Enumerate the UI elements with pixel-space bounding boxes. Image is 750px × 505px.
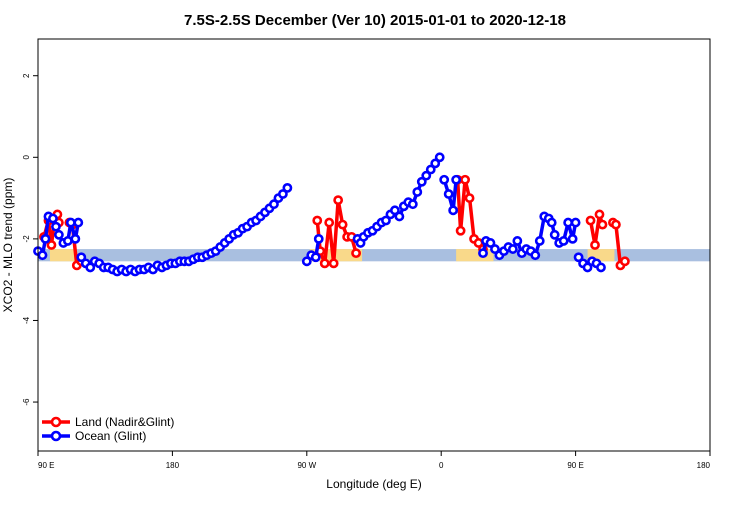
data-point [416,176,427,187]
x-tick-label: 90 W [297,461,316,470]
data-point [597,219,608,230]
series-line [442,179,458,213]
x-axis-label: Longitude (deg E) [326,477,421,491]
data-point [313,233,324,244]
data-point [439,174,450,185]
data-point [582,262,593,273]
x-tick-label: 180 [166,461,180,470]
series-ocean-glint [33,152,606,277]
legend-item-land-nadir-glint: Land (Nadir&Glint) [42,415,174,429]
data-point [590,240,600,250]
data-point [611,219,621,230]
data-point [594,209,605,220]
x-axis: 90 E 180 90 W 0 90 E 180 [37,451,711,470]
data-point [407,199,418,210]
data-point [421,170,432,181]
data-point [570,217,581,228]
y-axis-label: XCO2 - MLO trend (ppm) [1,178,15,313]
series-layer [33,152,630,277]
data-point [443,189,454,199]
x-tick-label: 0 [439,461,444,470]
data-point [328,258,339,269]
data-point [48,213,58,224]
data-point [301,256,312,267]
y-tick-label: -2 [22,235,31,243]
data-point [549,229,560,240]
data-point [337,219,348,230]
data-point [460,174,470,185]
data-point [434,152,445,163]
series-line [588,212,605,247]
data-point [485,238,496,248]
data-point [430,158,441,169]
x-tick-label: 90 E [567,461,583,470]
data-point [448,205,459,216]
y-tick-label: -4 [22,316,31,324]
data-point [62,236,73,246]
data-point [534,236,545,246]
data-point [567,233,578,244]
x-tick-label: 90 E [38,461,54,470]
data-point [425,164,436,175]
data-point [507,244,518,254]
y-tick-label: 0 [22,155,31,160]
legend-item-ocean-glint: Ocean (Glint) [42,429,146,443]
data-point [558,236,569,246]
data-point [585,215,596,226]
data-point [490,244,500,254]
data-point [333,195,344,206]
data-point [54,229,64,240]
data-point [563,217,574,228]
data-point [381,215,391,226]
plot-frame [37,38,711,452]
data-point [324,217,335,228]
data-point [478,248,488,259]
chart-title: 7.5S-2.5S December (Ver 10) 2015-01-01 t… [184,12,566,29]
land-band-segment [49,249,77,262]
data-point [40,233,51,244]
data-point [85,262,96,273]
data-point [412,187,423,197]
data-point [390,205,400,216]
data-point [278,189,288,199]
y-tick-label: 2 [22,73,31,78]
y-axis: 2 0 -2 -4 -6 [22,73,38,406]
data-point [282,182,293,193]
data-point [394,211,405,222]
data-point [455,225,466,236]
landmask-band [38,249,710,262]
data-point [310,252,321,263]
data-point [596,262,606,273]
data-point [464,193,475,203]
data-point [65,217,76,228]
y-tick-label: -6 [22,398,31,406]
legend-swatch-marker [50,430,62,442]
data-point [269,199,279,210]
data-point [312,215,323,226]
legend-label: Ocean (Glint) [75,429,146,443]
land-band-segment [456,249,494,262]
x-tick-label: 180 [697,461,711,470]
data-point [451,174,462,185]
data-point [619,256,630,267]
data-point [530,250,541,261]
data-point [73,217,84,228]
data-point [319,258,330,269]
data-point [51,221,61,232]
data-point [546,217,557,228]
legend: Land (Nadir&Glint)Ocean (Glint) [42,415,174,443]
data-point [573,252,584,263]
legend-label: Land (Nadir&Glint) [75,415,174,429]
data-point [37,250,48,261]
data-point [351,248,361,259]
data-point [512,236,523,246]
data-point [46,240,57,250]
legend-swatch-marker [50,416,62,428]
data-point [76,252,87,263]
data-point [70,233,81,244]
